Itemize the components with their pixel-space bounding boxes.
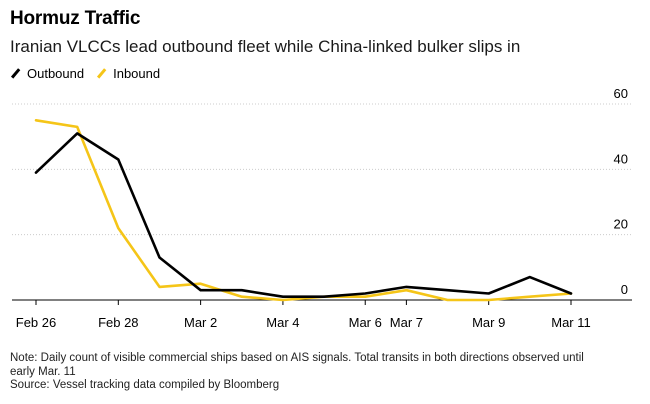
legend-label-outbound: Outbound bbox=[27, 66, 85, 81]
grid-layer bbox=[12, 103, 632, 236]
y-tick-label: 0 bbox=[621, 282, 628, 297]
x-tick-label: Feb 26 bbox=[16, 315, 56, 330]
legend-item-outbound: Outbound bbox=[10, 66, 84, 81]
chart-title: Hormuz Traffic bbox=[10, 8, 141, 29]
chart-legend: Outbound Inbound bbox=[10, 66, 172, 81]
legend-item-inbound: Inbound bbox=[96, 66, 160, 81]
y-tick-label: 60 bbox=[614, 86, 628, 101]
series-line-outbound bbox=[34, 132, 573, 299]
y-tick-label: 20 bbox=[614, 217, 628, 232]
x-tick-label: Mar 11 bbox=[551, 315, 591, 330]
x-tick-label: Mar 7 bbox=[390, 315, 423, 330]
legend-label-inbound: Inbound bbox=[113, 66, 161, 81]
series-line-inbound bbox=[34, 119, 573, 302]
x-tick-label: Mar 2 bbox=[184, 315, 217, 330]
chart-note: Note: Daily count of visible commercial … bbox=[10, 352, 584, 378]
tick-label-layer: 0 20 40 60 Feb 26 Feb 28 Mar 2 Mar 4 Mar 6 Mar 7 M… bbox=[16, 86, 628, 330]
x-tick-label: Mar 9 bbox=[472, 315, 505, 330]
y-tick-label: 40 bbox=[614, 151, 628, 166]
x-tick-label: Mar 4 bbox=[266, 315, 299, 330]
axis-layer bbox=[12, 299, 632, 305]
series-layer bbox=[34, 119, 573, 302]
x-tick-label: Feb 28 bbox=[98, 315, 138, 330]
line-chart: 0 20 40 60 Feb 26 Feb 28 Mar 2 Mar 4 Mar 6 Mar 7 M… bbox=[12, 86, 632, 330]
chart-subtitle: Iranian VLCCs lead outbound fleet while … bbox=[10, 37, 521, 56]
x-tick-label: Mar 6 bbox=[349, 315, 382, 330]
chart-source: Source: Vessel tracking data compiled by… bbox=[10, 379, 280, 391]
